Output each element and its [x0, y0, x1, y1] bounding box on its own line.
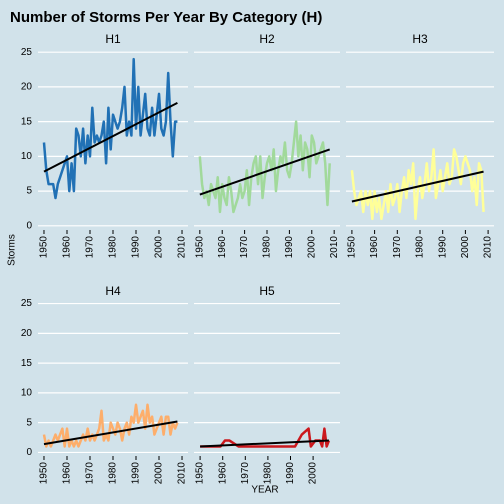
trend-line: [43, 420, 178, 446]
x-tick-label: 1990: [284, 236, 295, 259]
y-tick-label: 10: [21, 388, 33, 399]
x-tick-label: 2010: [329, 236, 340, 259]
facet-label: H5: [259, 284, 275, 298]
trend-line: [200, 439, 329, 448]
x-tick-label: 1950: [39, 462, 50, 485]
y-tick-label: 5: [26, 417, 32, 428]
x-tick-label: 1980: [108, 236, 119, 259]
x-tick-label: 1970: [85, 236, 96, 259]
y-tick-label: 15: [21, 116, 33, 127]
x-tick-label: 1980: [262, 236, 273, 259]
x-tick-label: 1950: [194, 236, 205, 259]
x-tick-label: 1960: [217, 462, 228, 485]
y-tick-label: 0: [26, 220, 32, 231]
y-tick-label: 0: [26, 447, 32, 458]
series-line: [42, 403, 179, 448]
y-tick-label: 5: [26, 186, 32, 197]
y-axis-label: Storms: [7, 234, 18, 266]
x-tick-label: 1970: [239, 236, 250, 259]
x-tick-label: 2000: [306, 236, 317, 259]
x-tick-label: 2000: [460, 236, 471, 259]
x-tick-label: 1960: [369, 236, 380, 259]
x-tick-label: 1970: [240, 462, 251, 485]
y-tick-label: 25: [21, 298, 33, 309]
chart-title: Number of Storms Per Year By Category (H…: [10, 9, 322, 26]
x-tick-label: 2010: [177, 236, 188, 259]
trend-line: [43, 101, 178, 173]
y-tick-label: 15: [21, 358, 33, 369]
y-tick-label: 20: [21, 82, 33, 93]
x-tick-label: 2000: [308, 462, 319, 485]
x-tick-label: 1990: [131, 236, 142, 259]
x-tick-label: 1970: [85, 462, 96, 485]
facet-label: H3: [412, 32, 428, 46]
x-tick-label: 1990: [437, 236, 448, 259]
x-tick-label: 1960: [62, 462, 73, 485]
x-axis-label: YEAR: [251, 485, 278, 496]
x-tick-label: 1980: [263, 462, 274, 485]
x-tick-label: 1980: [108, 462, 119, 485]
series-line: [198, 120, 331, 214]
facet-label: H4: [105, 284, 121, 298]
trend-line: [351, 170, 484, 203]
x-tick-label: 1980: [415, 236, 426, 259]
x-tick-label: 1960: [217, 236, 228, 259]
x-tick-label: 1960: [62, 236, 73, 259]
x-tick-label: 1990: [131, 462, 142, 485]
y-tick-label: 10: [21, 151, 33, 162]
x-tick-label: 2010: [177, 462, 188, 485]
x-tick-label: 1950: [195, 462, 206, 485]
x-tick-label: 2000: [154, 462, 165, 485]
x-tick-label: 1970: [392, 236, 403, 259]
x-tick-label: 1990: [285, 462, 296, 485]
series-line: [200, 427, 331, 448]
series-line: [350, 148, 485, 221]
x-tick-label: 2000: [154, 236, 165, 259]
trend-line: [199, 148, 331, 196]
facet-label: H2: [259, 32, 275, 46]
y-tick-label: 25: [21, 47, 33, 58]
x-tick-label: 1950: [347, 236, 358, 259]
y-tick-label: 20: [21, 328, 33, 339]
series-line: [42, 57, 178, 200]
x-tick-label: 2010: [483, 236, 494, 259]
x-tick-label: 1950: [39, 236, 50, 259]
facet-label: H1: [105, 32, 121, 46]
